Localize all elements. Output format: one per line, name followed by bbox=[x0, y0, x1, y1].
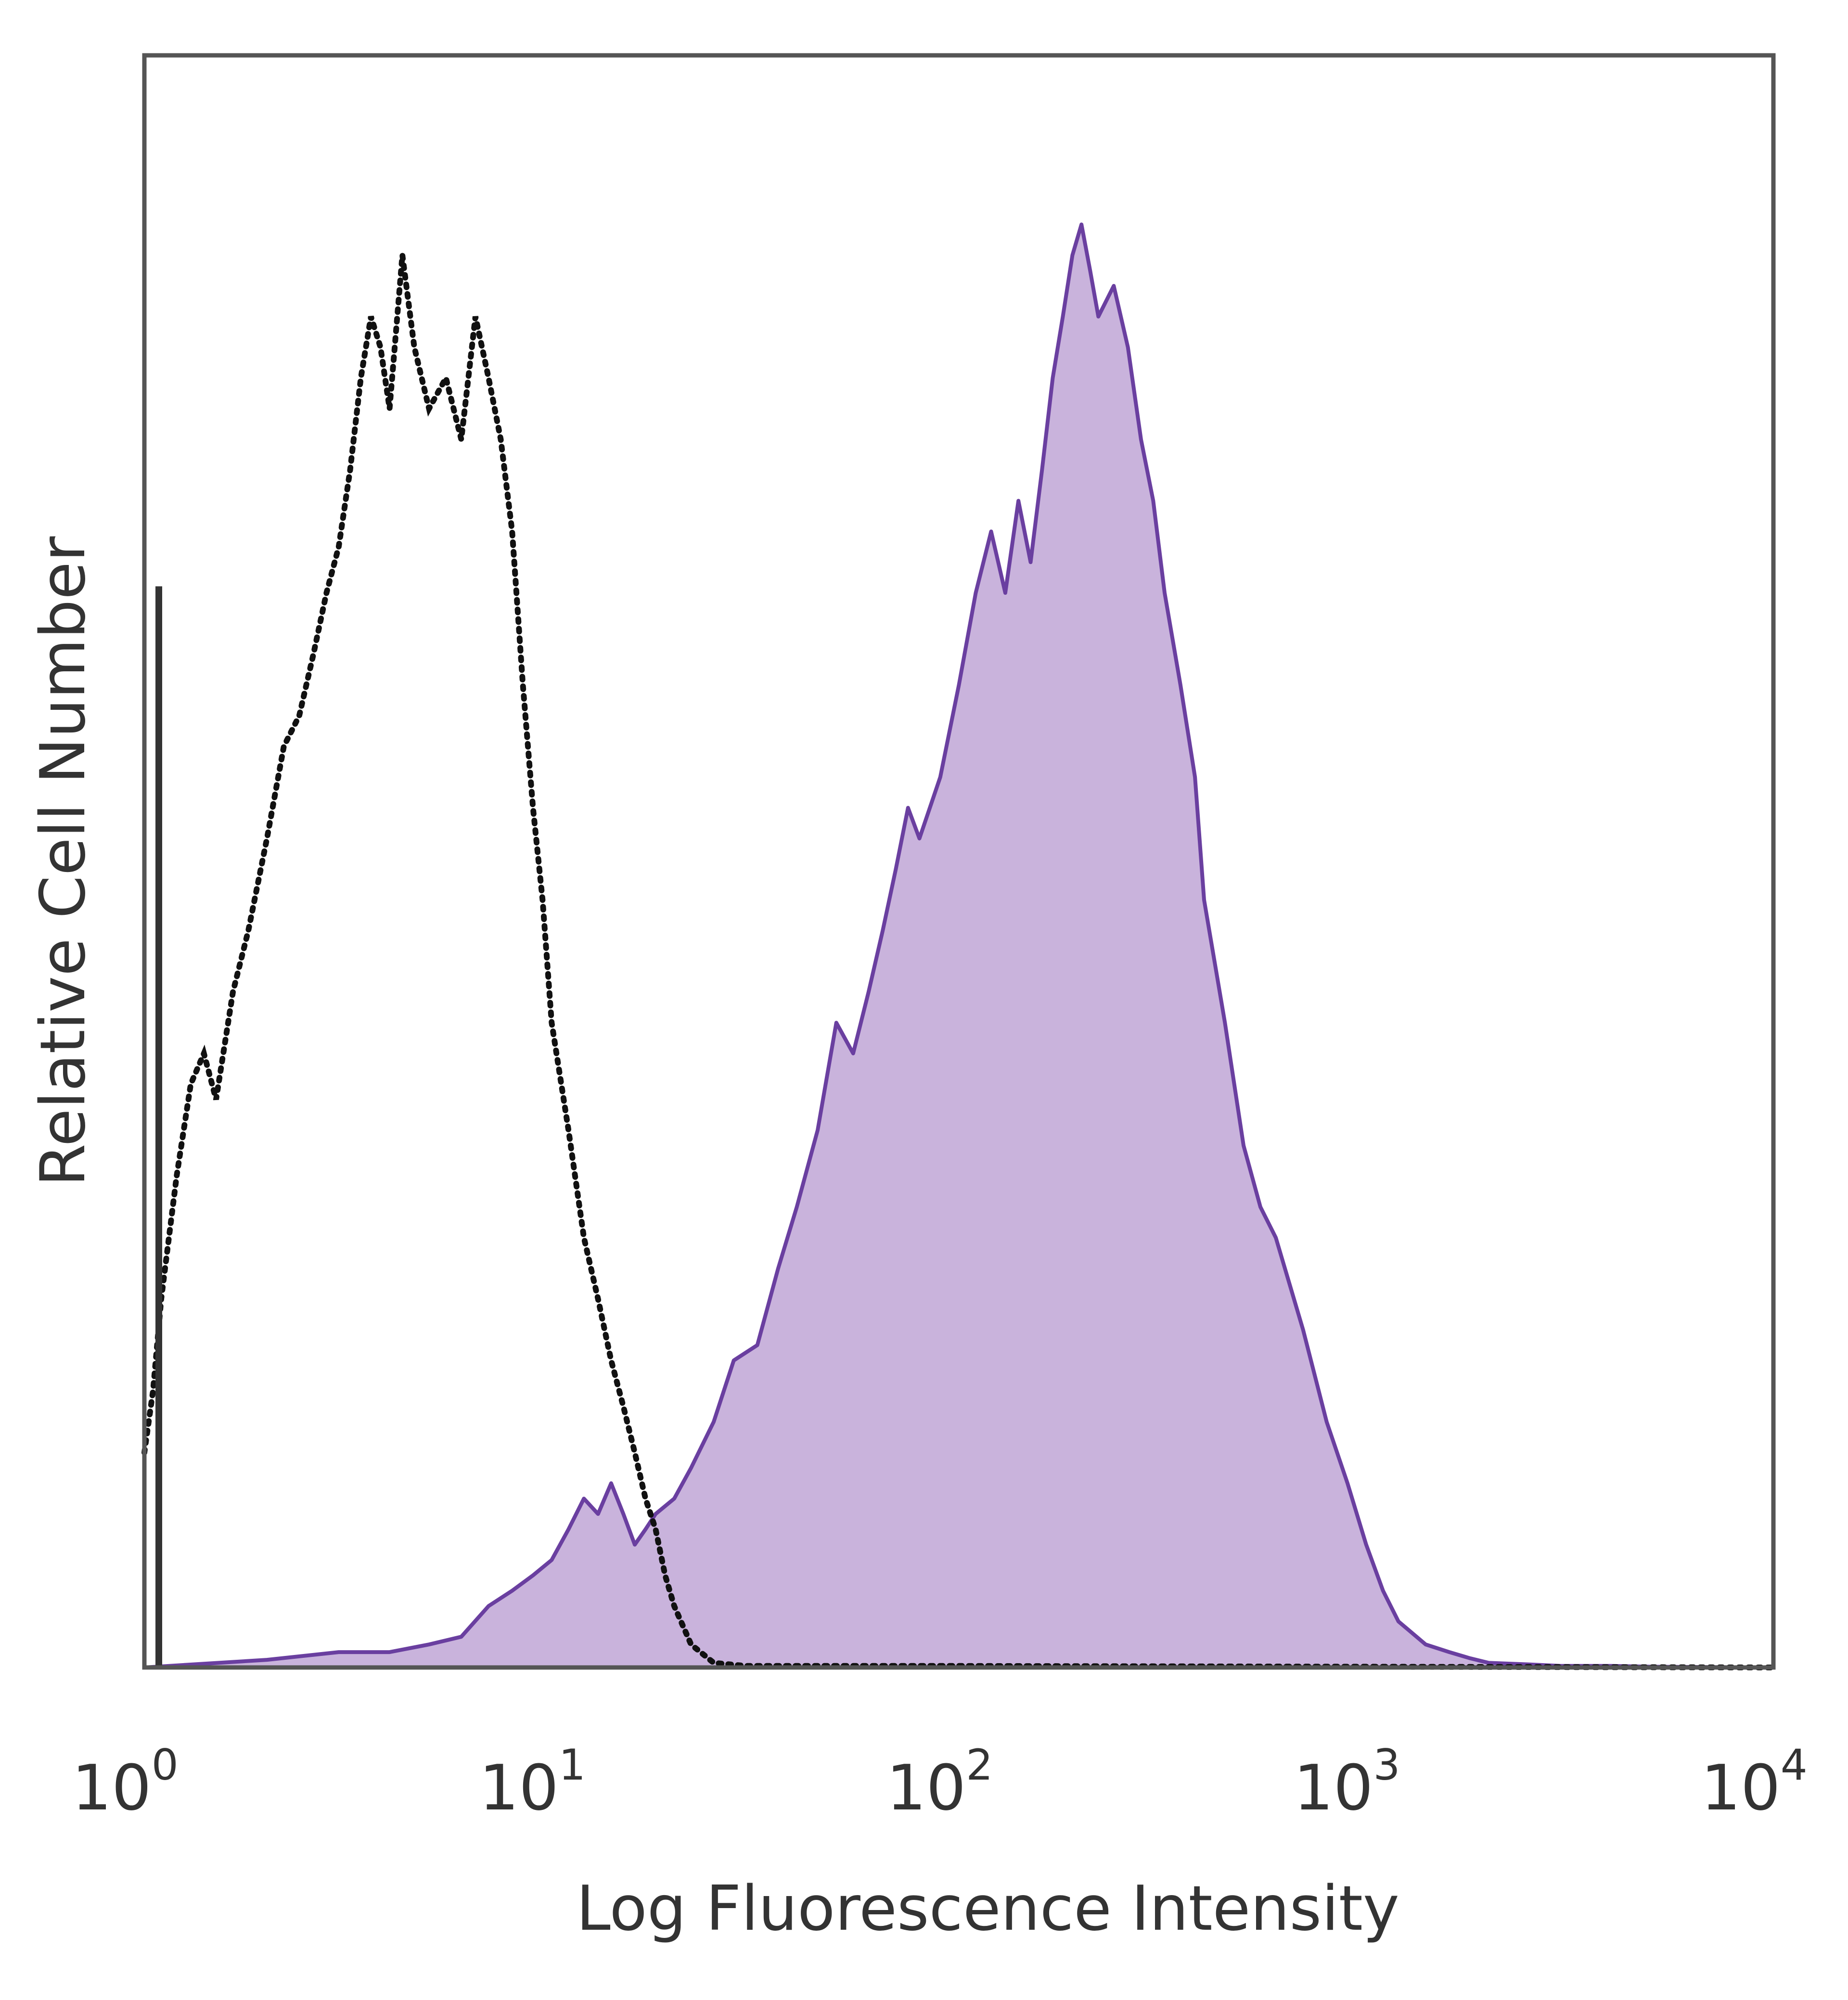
series-layer bbox=[141, 222, 1776, 1670]
x-tick-label: 102 bbox=[886, 1740, 993, 1824]
plot-frame bbox=[142, 53, 1776, 1670]
y-axis-label: Relative Cell Number bbox=[27, 536, 99, 1186]
stained-histogram-fill bbox=[144, 224, 1773, 1668]
x-tick-label: 100 bbox=[72, 1740, 178, 1824]
x-tick-label: 103 bbox=[1294, 1740, 1400, 1824]
x-tick-label: 104 bbox=[1701, 1740, 1807, 1824]
x-tick-label: 101 bbox=[479, 1740, 586, 1824]
x-axis-label: Log Fluorescence Intensity bbox=[576, 1873, 1399, 1945]
control-histogram-dotted-outline bbox=[141, 255, 1776, 1670]
stained-histogram-outline bbox=[144, 222, 1774, 1669]
x-tick-labels: 100 101 102 103 104 bbox=[72, 1740, 1807, 1824]
